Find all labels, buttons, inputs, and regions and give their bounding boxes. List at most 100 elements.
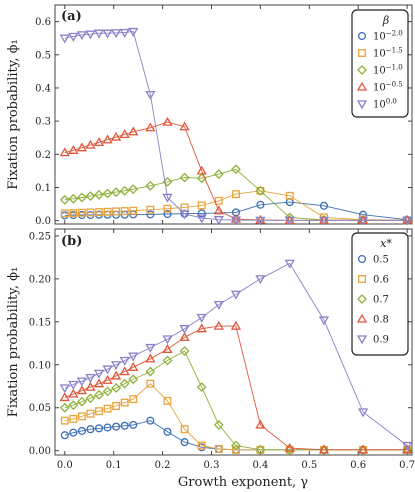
data-point: [119, 28, 130, 38]
y-tick-label: 0.15: [29, 317, 51, 328]
data-point: [162, 193, 173, 203]
data-point: [179, 121, 190, 131]
data-point: [163, 209, 172, 219]
data-point: [179, 331, 190, 341]
y-tick-label: 0.05: [29, 403, 51, 414]
data-point: [111, 361, 122, 371]
series-line: [64, 168, 408, 221]
data-point: [68, 388, 79, 398]
x-tick-label: 0.5: [301, 460, 317, 471]
data-point: [119, 366, 130, 376]
data-point: [213, 216, 224, 225]
x-tick-label: 0.7: [399, 460, 415, 471]
data-point: [358, 444, 369, 455]
data-point: [59, 384, 70, 394]
data-point: [85, 139, 96, 149]
legend-entry: 10−1.5: [373, 47, 403, 60]
data-point: [401, 216, 413, 226]
data-point: [69, 414, 78, 423]
data-point: [162, 355, 173, 366]
data-point: [163, 204, 172, 213]
panel-label: (b): [61, 234, 82, 249]
data-point: [119, 378, 130, 389]
data-point: [128, 27, 139, 37]
data-point: [230, 320, 242, 330]
legend-marker: [357, 294, 367, 304]
panel-label: (a): [61, 9, 82, 24]
data-point: [196, 165, 207, 175]
data-point: [76, 396, 87, 407]
data-point: [103, 423, 112, 432]
y-tick-label: 0.3: [35, 117, 51, 128]
data-point: [129, 206, 138, 215]
x-tick-label: 0.2: [155, 460, 171, 471]
data-point: [59, 194, 70, 205]
data-point: [255, 185, 266, 196]
data-point: [145, 366, 156, 377]
data-point: [59, 34, 70, 44]
data-point: [68, 145, 79, 154]
data-point: [146, 416, 155, 425]
data-point: [60, 431, 69, 440]
data-point: [230, 216, 242, 226]
data-point: [402, 444, 413, 455]
legend-entry: 0.9: [373, 335, 389, 346]
data-point: [145, 353, 156, 363]
data-point: [85, 393, 96, 404]
data-point: [162, 343, 173, 353]
legend-entry: 0.7: [373, 295, 389, 306]
data-point: [145, 180, 156, 191]
data-point: [112, 207, 121, 216]
data-point: [128, 374, 139, 385]
data-point: [319, 444, 329, 455]
data-point: [359, 210, 368, 219]
legend-marker: [356, 100, 368, 110]
data-point: [86, 208, 95, 217]
data-point: [146, 205, 155, 214]
data-point: [85, 381, 96, 391]
series-line: [64, 201, 408, 221]
y-tick-label: 0.6: [35, 17, 51, 28]
data-point: [128, 352, 139, 362]
data-point: [93, 369, 105, 379]
data-point: [196, 382, 207, 393]
data-point: [357, 408, 369, 418]
series-4: [59, 259, 413, 451]
data-point: [76, 385, 88, 395]
legend-entry: 10−1.0: [373, 64, 403, 77]
data-point: [196, 323, 207, 333]
data-point: [93, 29, 105, 39]
x-tick-label: 0.3: [204, 460, 220, 471]
data-point: [69, 209, 78, 217]
legend-entry: 10−0.5: [373, 81, 403, 94]
data-point: [213, 300, 224, 310]
data-point: [68, 193, 79, 204]
legend-marker: [358, 49, 366, 57]
data-point: [318, 444, 330, 454]
series-line: [64, 121, 408, 221]
data-point: [162, 335, 173, 345]
data-point: [119, 185, 130, 196]
legend-entry: 10−2.0: [373, 30, 403, 43]
data-point: [111, 187, 122, 198]
data-point: [145, 122, 156, 132]
data-point: [111, 383, 122, 393]
series-line: [64, 190, 408, 221]
data-point: [357, 216, 369, 226]
data-point: [86, 409, 95, 418]
data-point: [256, 200, 265, 209]
data-point: [102, 29, 113, 39]
data-point: [180, 438, 189, 447]
data-point: [102, 365, 113, 375]
legend-marker: [356, 335, 368, 345]
y-tick-label: 0.5: [35, 50, 51, 61]
data-point: [103, 207, 112, 216]
y-axis-label: Fixation probability, ϕ₁: [6, 39, 21, 189]
data-point: [102, 374, 113, 384]
data-point: [77, 208, 86, 217]
data-point: [102, 386, 113, 397]
data-point: [179, 346, 190, 356]
data-point: [59, 392, 70, 402]
data-point: [111, 370, 122, 380]
